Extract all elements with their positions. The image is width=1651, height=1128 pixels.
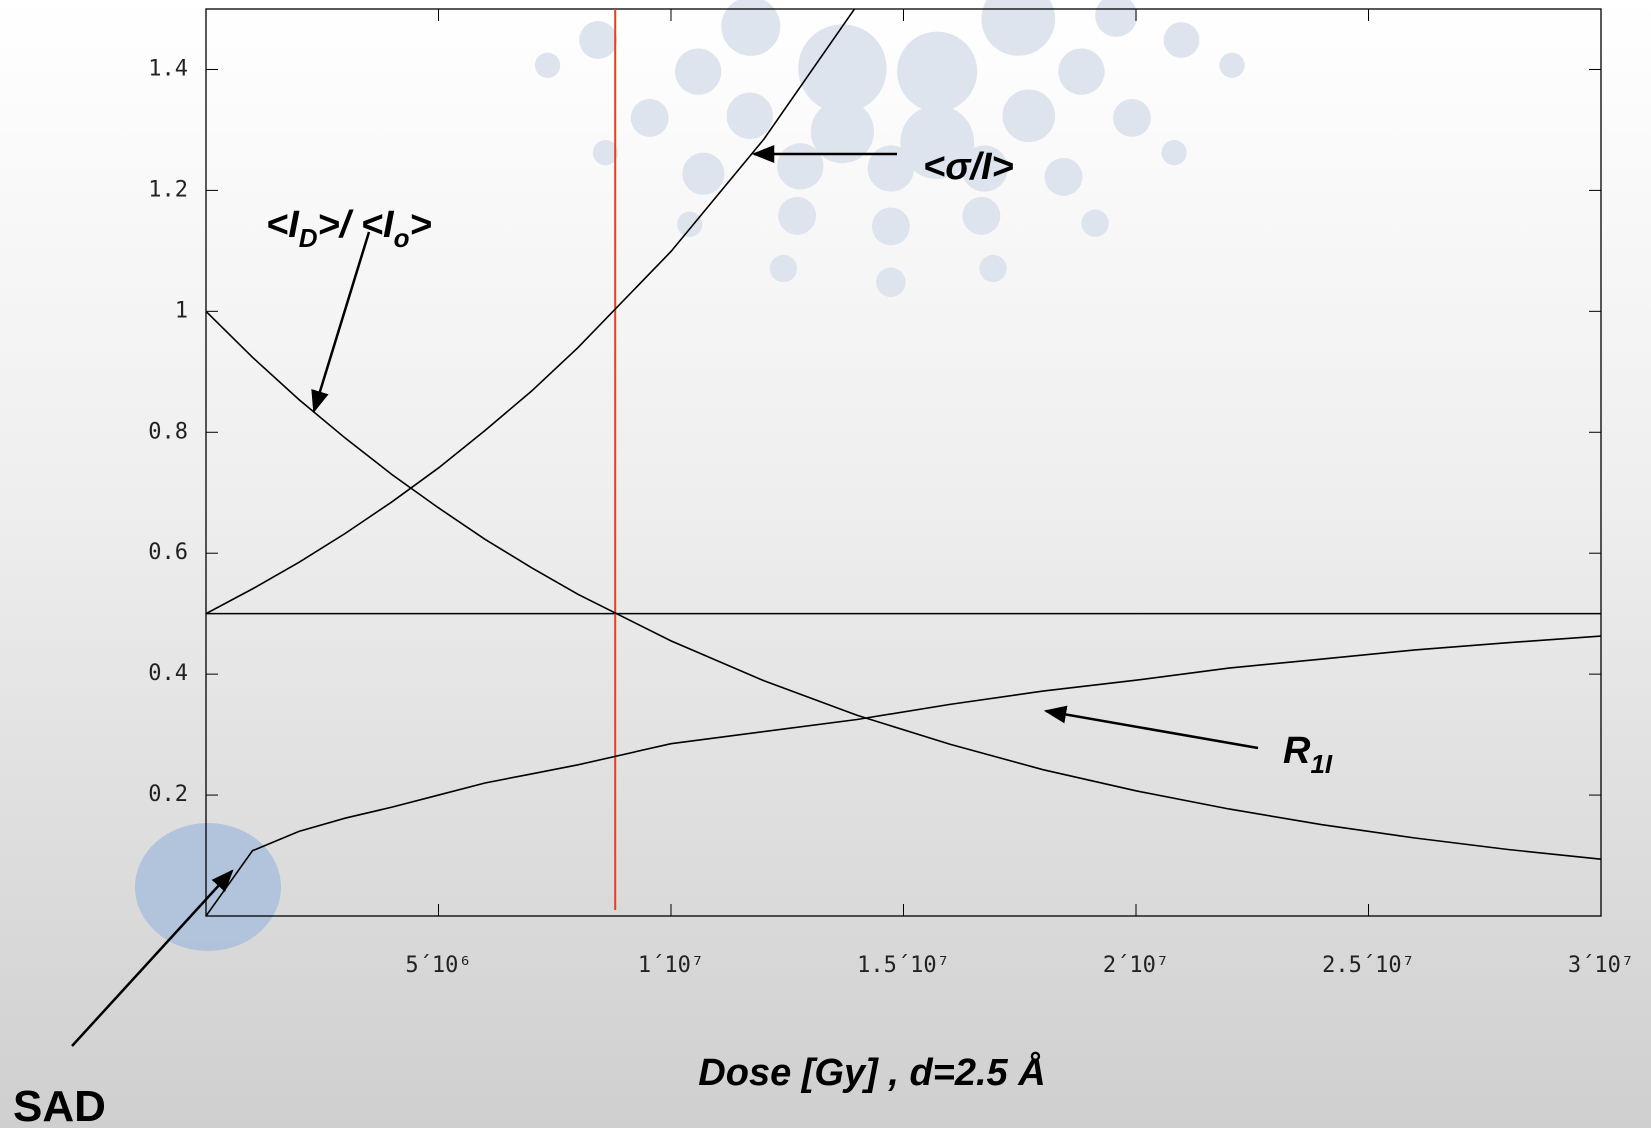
x-tick-label: 2.5´10⁷ (1322, 953, 1415, 978)
y-tick-label: 1.2 (148, 177, 188, 202)
annotation-part: <σ/I> (923, 146, 1014, 188)
annotation-part: <I (266, 204, 300, 246)
plot-area (206, 9, 1601, 916)
annotation-part: o (394, 223, 410, 253)
x-axis-label: Dose [Gy] , d=2.5 Å (698, 1051, 1045, 1094)
y-tick-label: 0.4 (148, 661, 188, 686)
x-tick-label: 1´10⁷ (638, 953, 704, 978)
arrow (311, 231, 371, 414)
x-tick-label: 2´10⁷ (1103, 953, 1169, 978)
line-series (206, 9, 856, 615)
annotation: <σ/I> (923, 146, 1014, 188)
y-tick-label: 1 (175, 298, 188, 323)
x-tick-label: 5´10⁶ (405, 953, 471, 978)
y-tick-label: 0.6 (148, 540, 188, 565)
x-tick-label: 3´10⁷ (1568, 953, 1634, 978)
annotation: <ID>/ <Io> (266, 204, 432, 253)
line-series (206, 635, 1601, 916)
annotation-part: > (409, 204, 431, 246)
annotation: R1I (1283, 730, 1333, 779)
annotation-part: >/ <I (318, 204, 395, 246)
x-tick-label: 1.5´10⁷ (857, 953, 950, 978)
annotation-part: R (1283, 730, 1311, 772)
highlight (135, 823, 281, 951)
arrow (71, 869, 234, 1047)
line-series (206, 310, 1601, 860)
y-tick-label: 0.2 (148, 782, 188, 807)
decoration (534, 0, 1245, 297)
y-tick-label: 0.8 (148, 419, 188, 444)
annotation-part: D (299, 223, 318, 253)
annotation: SAD (13, 1082, 106, 1128)
y-tick-label: 1.4 (148, 56, 188, 81)
arrow (1043, 705, 1259, 750)
annotation-part: 1I (1310, 749, 1332, 779)
annotation-part: SAD (13, 1082, 106, 1128)
